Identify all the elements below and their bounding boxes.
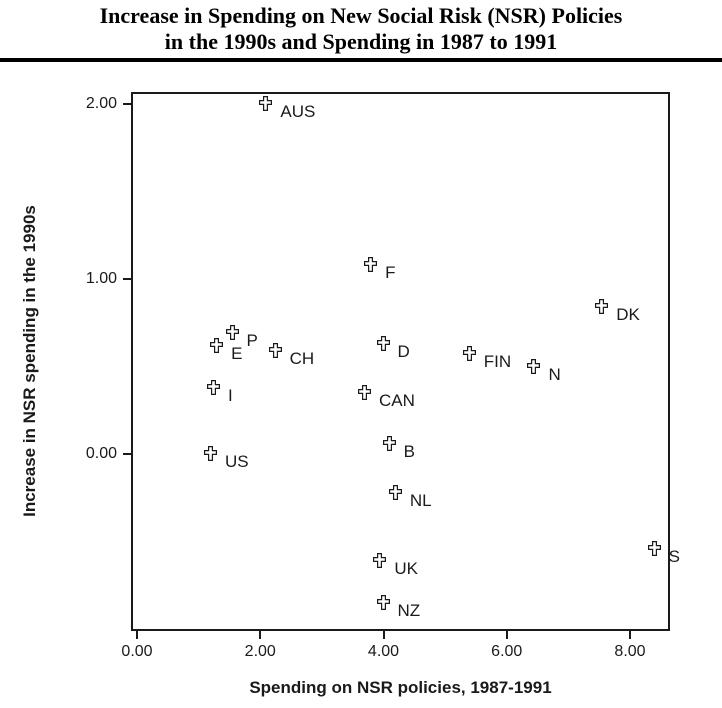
cross-marker-icon bbox=[595, 299, 609, 314]
cross-marker-icon bbox=[259, 96, 273, 111]
cross-marker-icon bbox=[376, 594, 390, 610]
chart-title: Increase in Spending on New Social Risk … bbox=[0, 3, 722, 55]
data-point-label-e: E bbox=[231, 343, 243, 363]
cross-marker-icon bbox=[203, 446, 217, 461]
data-point-label-aus: AUS bbox=[280, 102, 316, 121]
cross-marker-icon bbox=[210, 337, 224, 353]
x-axis-tick bbox=[629, 631, 631, 639]
plot-area bbox=[131, 92, 670, 631]
data-point-label-uk: UK bbox=[394, 558, 419, 578]
data-point-label-us: US bbox=[224, 452, 249, 471]
y-tick-label: 2.00 bbox=[85, 95, 117, 112]
cross-marker-icon bbox=[364, 257, 378, 272]
x-axis-tick bbox=[505, 631, 508, 639]
cross-marker-icon bbox=[388, 484, 402, 500]
x-axis-title: Spending on NSR policies, 1987-1991 bbox=[249, 678, 552, 697]
data-point-label-b: B bbox=[403, 441, 415, 461]
data-point-label-nz: NZ bbox=[397, 600, 421, 620]
x-tick-label: 4.00 bbox=[367, 643, 400, 660]
data-point-fin bbox=[462, 346, 476, 362]
data-point-nz bbox=[376, 594, 390, 610]
data-point-aus bbox=[259, 96, 273, 111]
x-tick-label: 0.00 bbox=[121, 643, 153, 660]
data-point-label-dk: DK bbox=[616, 305, 640, 324]
data-point-can bbox=[358, 384, 371, 400]
x-axis-tick bbox=[136, 631, 138, 639]
y-axis-tick bbox=[123, 453, 131, 455]
data-point-p bbox=[225, 325, 239, 341]
x-axis-tick bbox=[382, 631, 385, 639]
data-point-uk bbox=[373, 552, 387, 568]
data-point-ch bbox=[268, 342, 282, 358]
y-tick-label: 0.00 bbox=[85, 445, 117, 462]
data-point-us bbox=[203, 446, 217, 461]
cross-marker-icon bbox=[462, 346, 476, 362]
data-point-d bbox=[376, 335, 390, 351]
chart-title-line2: in the 1990s and Spending in 1987 to 199… bbox=[164, 29, 558, 54]
data-point-label-s: S bbox=[668, 546, 680, 566]
data-point-s bbox=[647, 540, 661, 556]
data-point-i bbox=[207, 379, 221, 395]
cross-marker-icon bbox=[382, 435, 396, 451]
y-axis-tick bbox=[123, 103, 131, 105]
cross-marker-icon bbox=[268, 342, 282, 358]
data-point-n bbox=[527, 358, 541, 374]
data-point-label-f: F bbox=[385, 263, 396, 282]
cross-marker-icon bbox=[225, 325, 239, 341]
data-point-label-d: D bbox=[397, 341, 410, 361]
data-point-label-i: I bbox=[228, 385, 233, 405]
data-point-b bbox=[382, 435, 396, 451]
data-point-label-p: P bbox=[246, 331, 258, 351]
y-axis-tick bbox=[123, 278, 131, 280]
cross-marker-icon bbox=[647, 540, 661, 556]
chart-title-line1: Increase in Spending on New Social Risk … bbox=[99, 3, 623, 28]
data-point-e bbox=[210, 337, 224, 353]
data-point-nl bbox=[388, 484, 402, 500]
data-point-dk bbox=[595, 299, 609, 314]
x-axis-tick bbox=[259, 631, 262, 639]
data-point-label-can: CAN bbox=[379, 390, 415, 410]
x-tick-label: 2.00 bbox=[244, 643, 276, 660]
x-tick-label: 8.00 bbox=[614, 643, 646, 660]
cross-marker-icon bbox=[207, 379, 221, 395]
data-point-f bbox=[364, 257, 378, 272]
x-tick-label: 6.00 bbox=[491, 643, 523, 660]
y-axis-title: Increase in NSR spending in the 1990s bbox=[20, 205, 39, 517]
data-point-label-ch: CH bbox=[289, 348, 315, 368]
data-point-label-nl: NL bbox=[409, 490, 432, 510]
cross-marker-icon bbox=[376, 335, 390, 351]
cross-marker-icon bbox=[527, 358, 541, 374]
data-point-label-fin: FIN bbox=[483, 352, 512, 372]
title-divider-rule bbox=[0, 58, 722, 62]
cross-marker-icon bbox=[373, 552, 387, 568]
y-tick-label: 1.00 bbox=[85, 270, 117, 287]
cross-marker-icon bbox=[358, 384, 371, 400]
data-point-label-n: N bbox=[548, 364, 561, 384]
